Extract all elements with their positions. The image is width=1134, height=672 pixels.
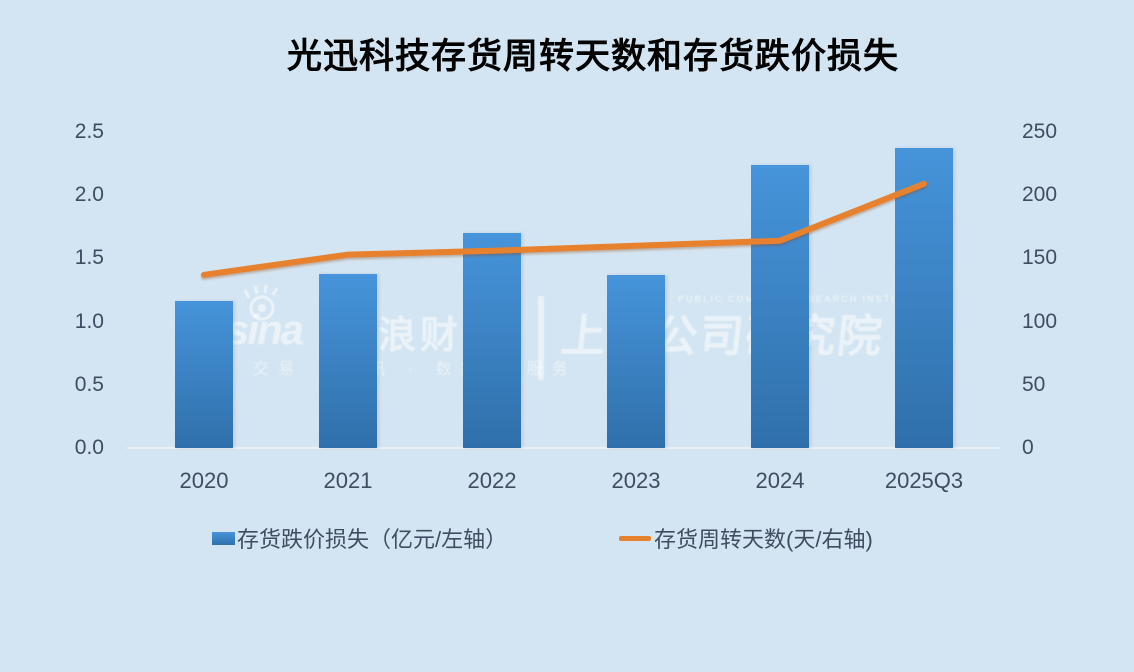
x-axis-label-2020: 2020 [179, 468, 229, 493]
bar-2022 [463, 233, 521, 448]
sina-watermark-tagline: 交易 · 资讯 · 数据 · 服务 [253, 361, 577, 378]
y-axis-left-tick: 0.5 [74, 372, 104, 396]
legend-item-line-series: 存货周转天数(天/右轴) [619, 522, 873, 554]
sina-eye-watermark-icon [243, 284, 287, 327]
y-axis-left-tick: 2.0 [74, 183, 104, 207]
y-axis-left-tick: 2.5 [74, 120, 104, 143]
x-axis-baseline [127, 447, 1000, 449]
bar-series-swatch [212, 531, 235, 545]
x-axis-label-2022: 2022 [467, 468, 517, 493]
chart-title: 光迅科技存货周转天数和存货跌价损失 [286, 37, 899, 76]
trend-line [201, 180, 927, 278]
x-axis-label-2023: 2023 [611, 468, 661, 493]
line-series-label: 存货周转天数(天/右轴) [654, 527, 873, 552]
y-axis-left-tick: 1.0 [74, 309, 104, 333]
watermark-divider [538, 296, 544, 380]
legend-item-bar-series: 存货跌价损失（亿元/左轴） [212, 522, 507, 554]
y-axis-right-tick: 50 [1022, 372, 1046, 396]
y-axis-right-tick: 100 [1022, 309, 1058, 333]
x-axis-label-2025Q3: 2025Q3 [884, 468, 964, 493]
y-axis-right-tick: 150 [1022, 246, 1058, 270]
y-axis-left-tick: 1.5 [74, 246, 104, 270]
bar-series-label: 存货跌价损失（亿元/左轴） [237, 527, 508, 552]
line-series-swatch [619, 535, 651, 541]
y-axis-left-tick: 0.0 [74, 436, 104, 459]
x-axis-label-2024: 2024 [755, 468, 805, 493]
sina-watermark-wordmark: sina [226, 306, 304, 353]
bar-2020 [175, 301, 233, 448]
bar-2024 [751, 164, 809, 448]
y-axis-right-tick: 250 [1022, 120, 1058, 143]
bar-2021 [319, 273, 377, 448]
y-axis-right-tick: 0 [1022, 436, 1034, 459]
bar-2023 [607, 274, 665, 448]
x-axis-label-2021: 2021 [323, 468, 373, 493]
bar-2025Q3 [895, 148, 953, 448]
y-axis-right-tick: 200 [1022, 183, 1058, 207]
footer: sina 新浪财经 交易 · 资讯 · 数据 · 服务 PUBLIC COMPA… [0, 580, 1134, 648]
